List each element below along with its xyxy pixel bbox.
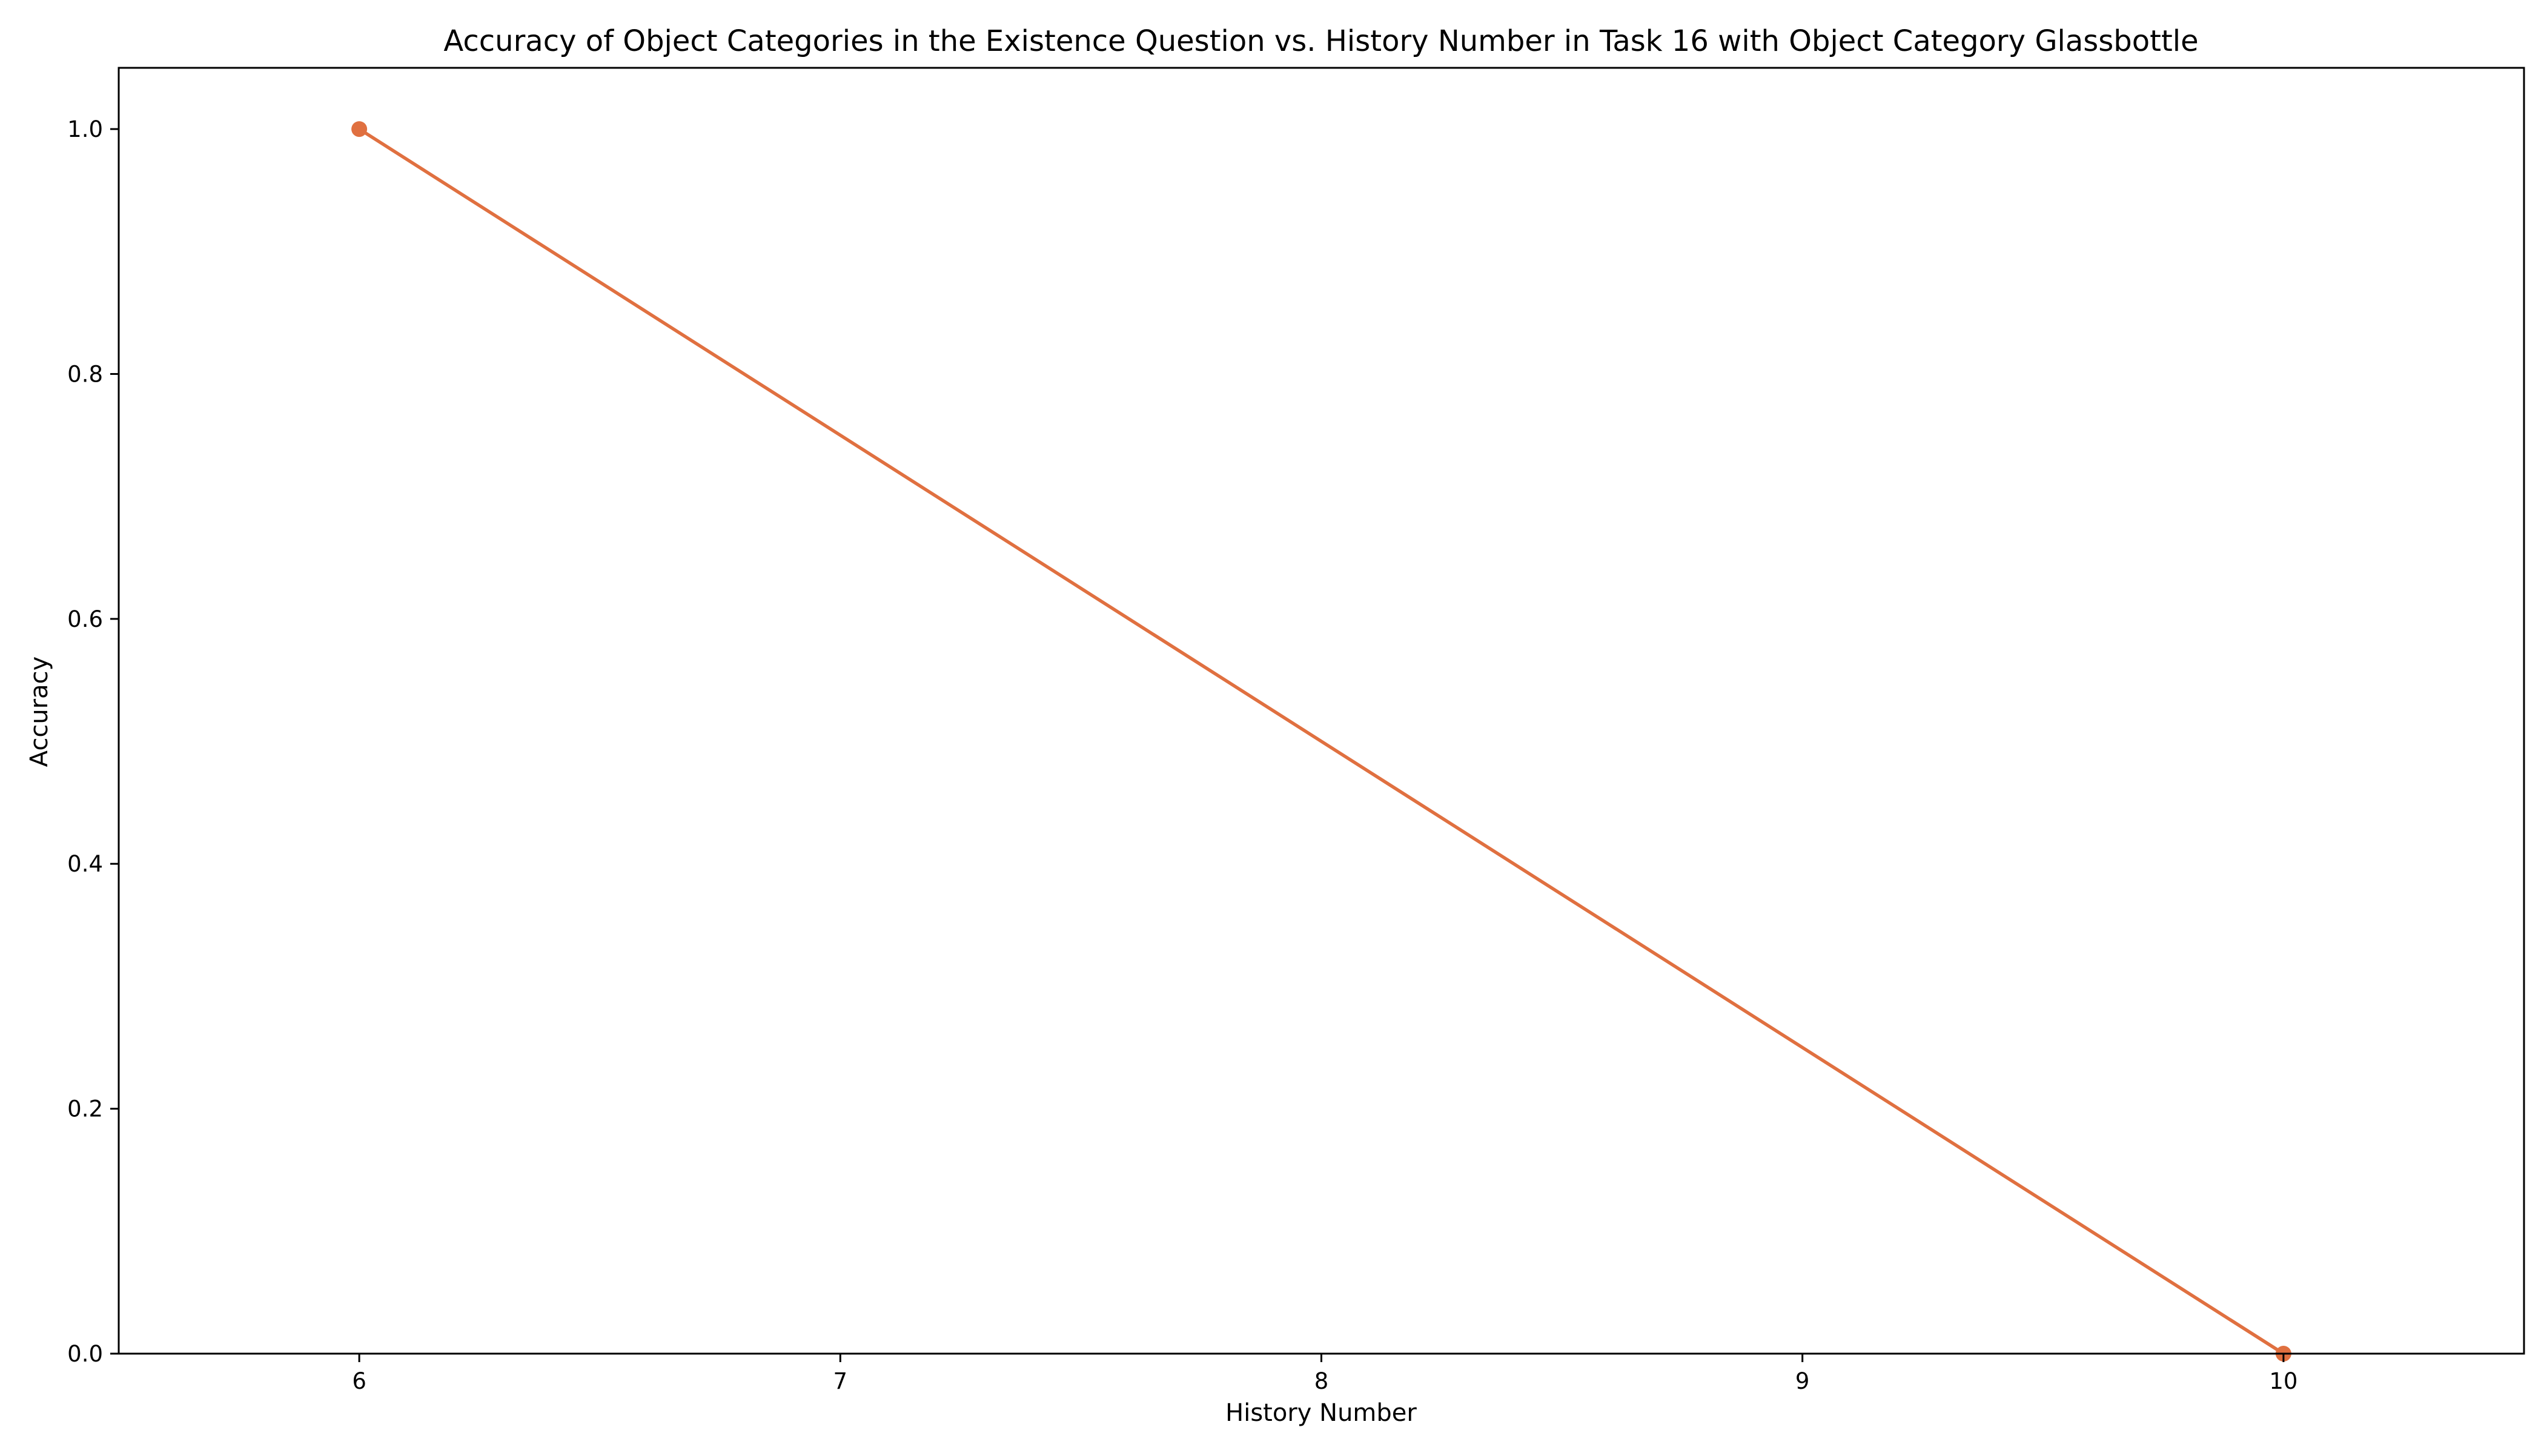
x-tick-label-0: 6 bbox=[352, 1368, 366, 1394]
y-tick-label-3: 0.6 bbox=[67, 606, 103, 632]
x-tick-label-4: 10 bbox=[2269, 1368, 2297, 1394]
chart-title: Accuracy of Object Categories in the Exi… bbox=[443, 24, 2198, 58]
x-tick-label-1: 7 bbox=[833, 1368, 848, 1394]
x-axis-label: History Number bbox=[1225, 1399, 1417, 1427]
y-tick-label-2: 0.4 bbox=[67, 851, 103, 877]
x-axis: 6 7 8 9 10 bbox=[352, 1354, 2297, 1394]
plot-area bbox=[118, 67, 2525, 1362]
plot-frame bbox=[118, 67, 2525, 1355]
y-tick-label-4: 0.8 bbox=[67, 361, 103, 387]
series-0-line bbox=[357, 127, 2285, 1355]
x-tick-label-2: 8 bbox=[1314, 1368, 1329, 1394]
y-tick-label-1: 0.2 bbox=[67, 1096, 103, 1122]
y-axis: 0.0 0.2 0.4 0.6 0.8 1.0 bbox=[67, 116, 119, 1367]
x-tick-label-3: 9 bbox=[1795, 1368, 1810, 1394]
y-tick-label-0: 0.0 bbox=[67, 1341, 103, 1367]
y-tick-label-5: 1.0 bbox=[67, 116, 103, 142]
series-0-point-0 bbox=[351, 121, 368, 137]
y-axis-label: Accuracy bbox=[25, 657, 53, 767]
